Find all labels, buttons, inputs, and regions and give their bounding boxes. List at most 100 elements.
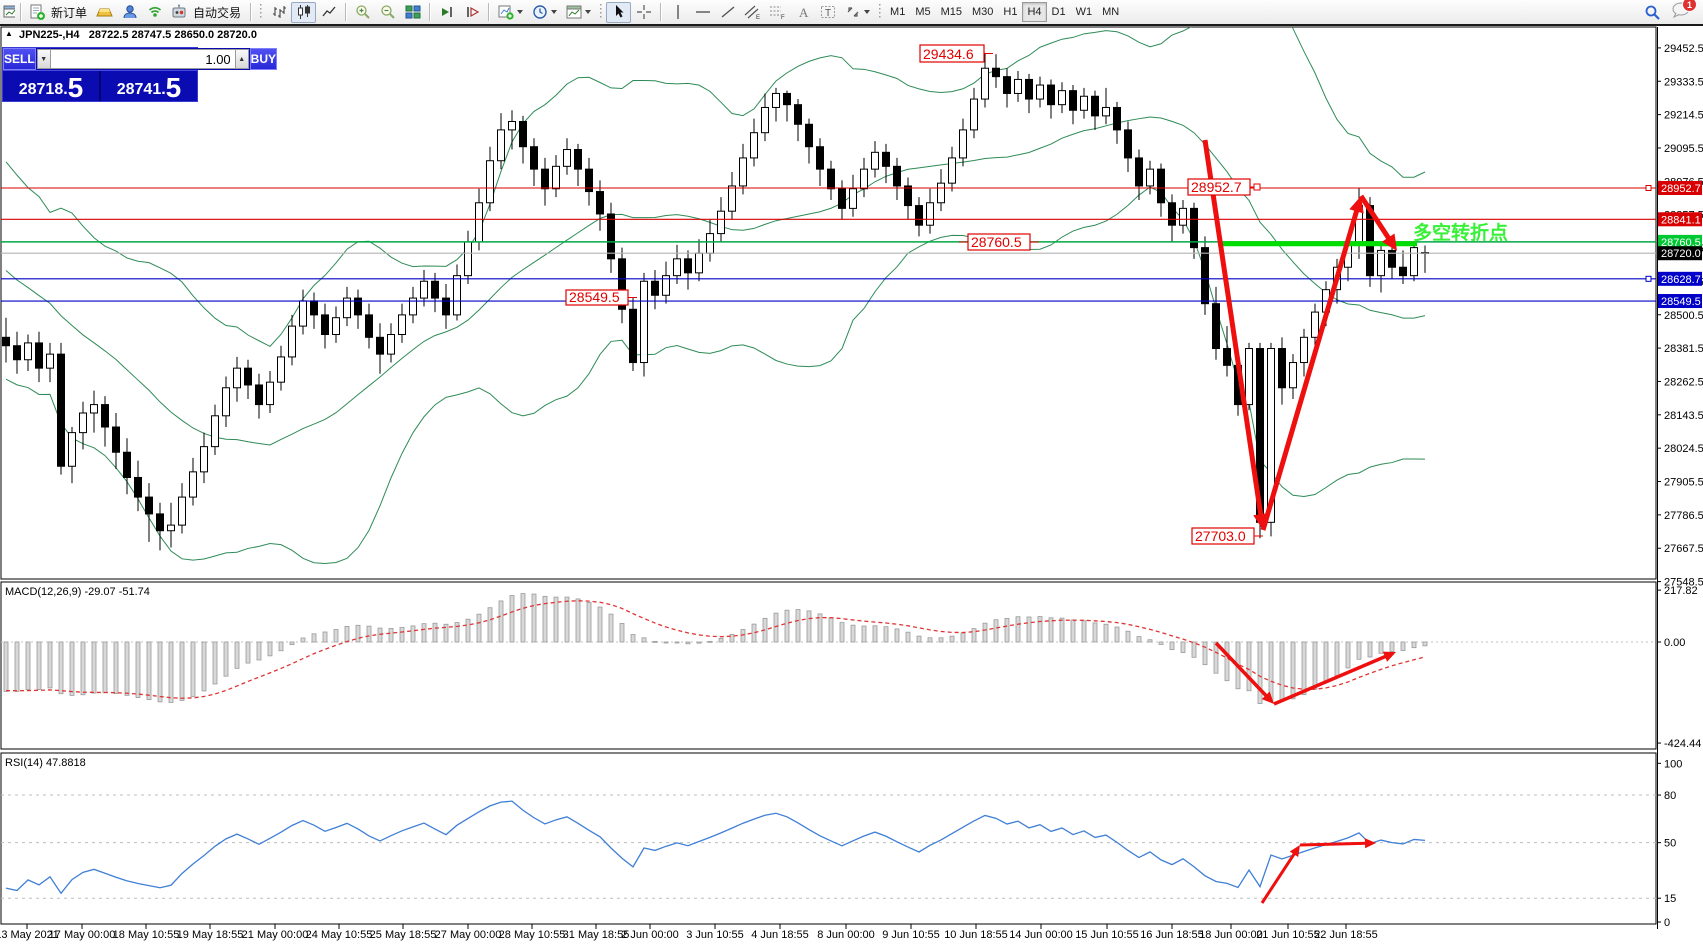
line-handle[interactable] [1645,275,1652,282]
dropdown-caret-icon [863,10,870,14]
auto-trading-label[interactable]: 自动交易 [193,5,242,20]
tab-timeframe-w1[interactable]: W1 [1075,6,1093,18]
annotation-arrow[interactable] [1299,841,1368,847]
tab-timeframe-m1[interactable]: M1 [890,6,906,18]
annotation-arrow[interactable] [1273,654,1388,706]
vertical-line-tool-button[interactable] [665,2,690,23]
channel-icon: E [744,5,760,20]
gold-button[interactable] [92,2,117,23]
price-callout-box[interactable] [967,233,1031,251]
axis-price-label [1658,181,1702,195]
tab-timeframe-h1[interactable]: H1 [1003,6,1018,18]
annotation-arrowhead [1261,691,1274,704]
time-axis-label: 24 May 10:55 [306,929,373,941]
notifications-button[interactable]: 1 [1671,0,1697,23]
tab-timeframe-h4[interactable]: H4 [1022,2,1047,22]
collapse-icon[interactable]: ▲ [5,29,13,38]
pane-border [0,581,1657,750]
arrow-objects-icon [847,7,858,17]
price-callout-box[interactable] [565,289,629,306]
dropdown-caret-icon [550,10,557,14]
toolbar-separator [488,3,490,21]
chart-window-button[interactable] [2,2,16,23]
chart-window-border [0,24,1703,26]
tile-windows-button[interactable] [400,2,425,23]
tab-timeframe-mn[interactable]: MN [1102,6,1120,18]
tab-timeframe-m5[interactable]: M5 [915,6,931,18]
tab-timeframe-m15[interactable]: M15 [940,6,962,18]
new-order-button[interactable] [25,2,50,23]
community-button[interactable] [117,2,142,23]
new-order-label[interactable]: 新订单 [51,5,88,20]
time-axis-label: 4 Jun 18:55 [751,929,809,941]
time-axis-label: 27 May 00:00 [435,929,502,941]
price-callout-box[interactable] [1187,178,1251,196]
cursor-tool-button[interactable] [606,1,632,23]
toolbar-grip[interactable] [877,4,883,20]
buy-button[interactable]: BUY [249,48,278,70]
annotation-arrow[interactable] [1202,139,1264,517]
price-callout-box[interactable] [1191,527,1255,545]
equidistant-channel-tool-button[interactable]: E [740,2,765,23]
price-callout-box[interactable] [919,44,985,63]
text-label-tool-button[interactable]: T [815,2,840,23]
time-axis-label: 17 May 00:00 [49,929,116,941]
signal-icon [148,7,161,17]
auto-scroll-button[interactable] [434,2,459,23]
svg-text:E: E [756,15,760,20]
rsi-axis-label: 80 [1664,790,1676,802]
chart-shift-icon [466,6,479,18]
bar-chart-button[interactable] [266,2,291,23]
price-axis-tick: 27905.5 [1664,477,1703,489]
trendline-icon [721,6,734,18]
auto-trading-button[interactable] [167,2,192,23]
toolbar-grip[interactable] [258,4,264,20]
volume-decrease-button[interactable]: ▼ [36,49,51,69]
indicators-button[interactable] [493,2,527,23]
annotation-arrow[interactable] [1358,194,1392,241]
line-chart-button[interactable] [316,2,341,23]
svg-text:28760.5: 28760.5 [1661,237,1701,249]
candlestick-chart-button[interactable] [291,1,317,23]
macd-indicator-header: MACD(12,26,9) -29.07 -51.74 [5,586,150,598]
sell-price-display[interactable]: 28718. 5 [3,71,99,102]
toolbar-grip[interactable] [598,4,604,20]
annotation-arrow[interactable] [1214,641,1269,698]
axis-price-label [1658,294,1702,309]
annotation-arrowhead [1289,845,1300,857]
text-tool-button[interactable]: A [790,2,815,23]
periods-button[interactable] [527,2,561,23]
notification-count-badge: 1 [1682,0,1697,12]
tab-timeframe-d1[interactable]: D1 [1051,6,1066,18]
time-axis-label: 2 Jun 00:00 [621,929,679,941]
signal-button[interactable] [142,2,167,23]
price-callout-text: 28760.5 [971,234,1022,250]
sell-button[interactable]: SELL [3,48,36,70]
horizontal-line-tool-button[interactable] [690,2,715,23]
tab-timeframe-m30[interactable]: M30 [972,6,994,18]
time-axis-label: 28 May 10:55 [499,929,566,941]
annotation-arrow[interactable] [1260,208,1360,531]
crosshair-tool-button[interactable] [631,2,656,23]
zoom-in-button[interactable] [350,2,375,23]
templates-button[interactable] [561,2,595,23]
time-axis-label: 10 Jun 18:55 [944,929,1008,941]
crosshair-icon [636,5,651,19]
zoom-out-button[interactable] [375,2,400,23]
buy-price-display[interactable]: 28741. 5 [99,71,197,102]
turning-point-annotation[interactable]: 多空转折点 [1413,221,1508,244]
arrows-tool-button[interactable] [840,2,874,23]
annotation-arrow[interactable] [1260,851,1297,904]
trendline-tool-button[interactable] [715,2,740,23]
volume-increase-button[interactable]: ▲ [234,49,249,69]
line-handle[interactable] [1645,185,1652,191]
fibonacci-tool-button[interactable]: F [765,2,790,23]
price-callout-text: 28952.7 [1191,179,1242,195]
new-order-icon [30,4,45,20]
price-axis-tick: 28381.5 [1664,343,1703,355]
search-button[interactable] [1640,2,1665,23]
rsi-axis-label: 0 [1664,917,1670,929]
volume-input[interactable] [50,49,235,69]
chart-shift-button[interactable] [459,2,484,23]
